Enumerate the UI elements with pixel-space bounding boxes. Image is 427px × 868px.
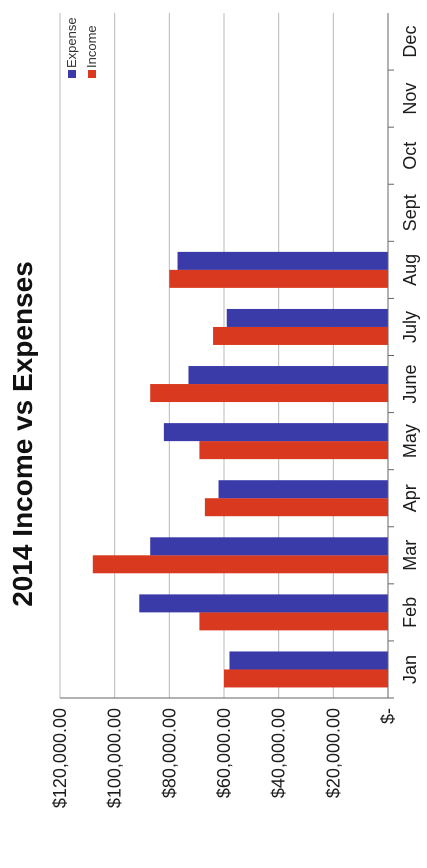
bar-income-feb (199, 612, 388, 631)
bar-expense-aug (177, 251, 388, 270)
bar-income-mar (92, 555, 389, 574)
bar-expense-apr (218, 480, 388, 499)
bar-expense-feb (139, 594, 388, 613)
legend: Income Expense (64, 17, 99, 78)
x-tick-label: Sept (400, 194, 420, 231)
x-tick-label: Mar (400, 540, 420, 571)
bar-income-july (213, 326, 388, 345)
bar-expense-june (188, 366, 388, 385)
legend-swatch-expense (68, 70, 76, 78)
x-tick-label: June (400, 365, 420, 404)
y-tick-label: $60,000.00 (214, 708, 234, 798)
x-tick-label: Apr (400, 484, 420, 512)
y-tick-label: $40,000.00 (269, 708, 289, 798)
x-tick-label: Oct (400, 142, 420, 170)
bar-income-jan (224, 669, 388, 688)
y-tick-label: $80,000.00 (159, 708, 179, 798)
bars (92, 251, 389, 688)
y-tick-label: $20,000.00 (323, 708, 343, 798)
gridlines (59, 13, 334, 698)
y-tick-label: $100,000.00 (105, 708, 125, 808)
chart-title: 2014 Income vs Expenses (7, 261, 38, 607)
x-tick-label: Aug (400, 254, 420, 286)
bar-expense-july (226, 308, 388, 327)
bar-income-apr (204, 498, 388, 517)
legend-swatch-income (88, 70, 96, 78)
legend-label-income: Income (84, 25, 99, 68)
bar-expense-may (163, 423, 388, 442)
y-axis-ticks: $120,000.00 $100,000.00 $80,000.00 $60,000.… (50, 708, 398, 808)
x-axis-ticks: Jan Feb Mar Apr May June July Aug Sept Oct Nov Dec (388, 26, 420, 699)
x-tick-label: July (400, 311, 420, 343)
y-tick-label: $120,000.00 (50, 708, 70, 808)
x-tick-label: May (400, 424, 420, 458)
bar-expense-mar (150, 537, 388, 556)
x-tick-label: Jan (400, 655, 420, 684)
x-tick-label: Nov (400, 83, 420, 115)
bar-income-june (150, 384, 388, 403)
legend-label-expense: Expense (64, 17, 79, 68)
bar-expense-jan (229, 651, 388, 670)
x-tick-label: Dec (400, 26, 420, 58)
bar-income-aug (169, 269, 388, 288)
bar-income-may (199, 441, 388, 460)
y-tick-label: $- (378, 708, 398, 724)
x-tick-label: Feb (400, 597, 420, 628)
